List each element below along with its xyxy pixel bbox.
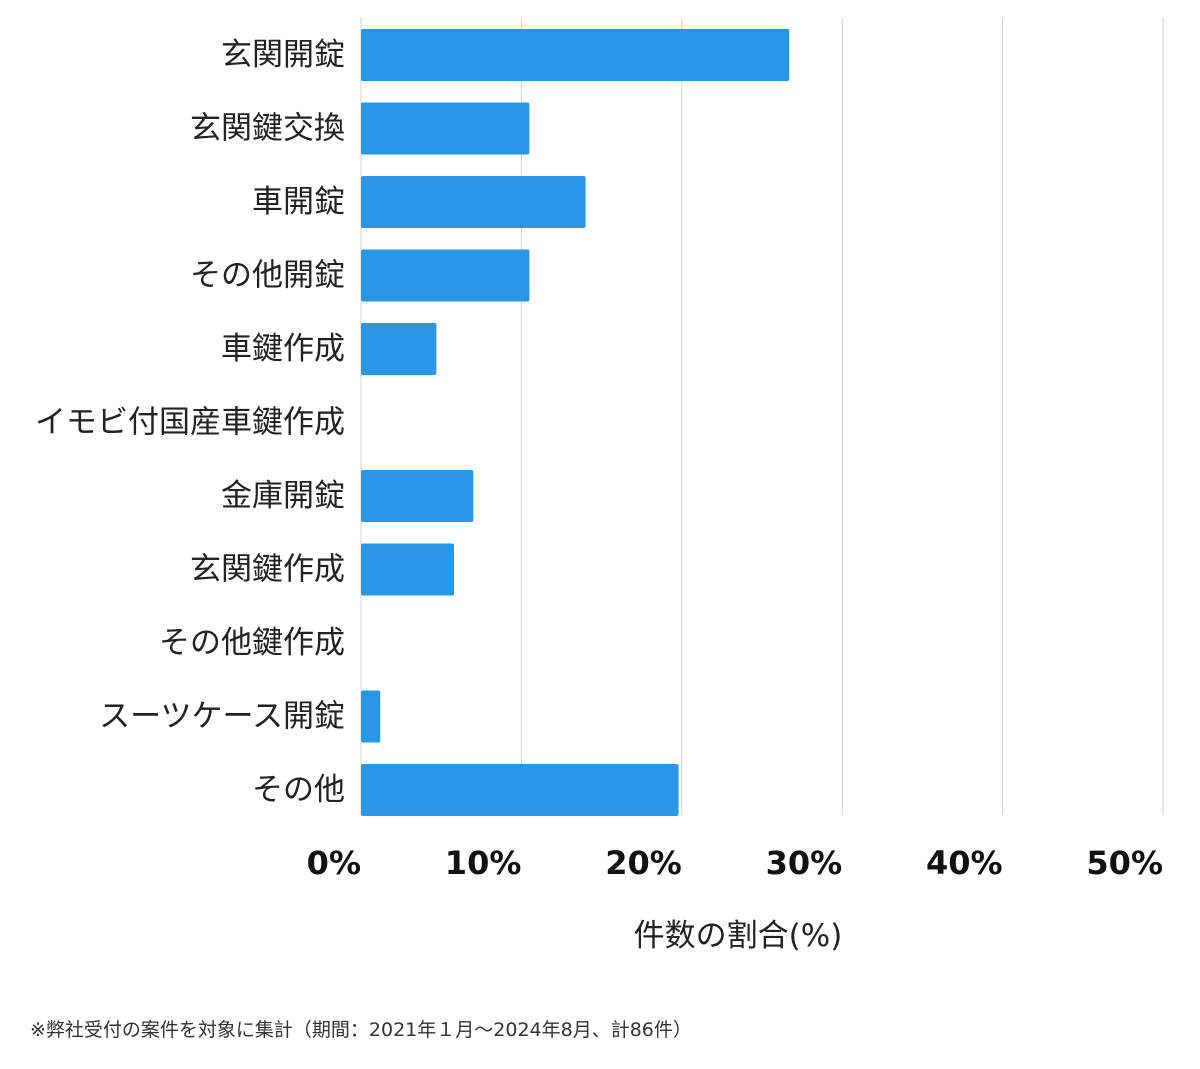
x-tick-label: 20% xyxy=(605,844,682,882)
category-label: 玄関鍵交換 xyxy=(190,111,345,147)
bar xyxy=(361,690,381,743)
x-tick-label: 40% xyxy=(926,844,1003,882)
category-label: その他 xyxy=(252,772,345,808)
bar xyxy=(361,764,679,816)
category-label: イモビ付国産車鍵作成 xyxy=(35,405,345,441)
bars xyxy=(361,29,790,816)
category-label: 車鍵作成 xyxy=(221,331,345,367)
bar xyxy=(361,543,455,596)
category-label: その他開錠 xyxy=(190,258,345,294)
bar xyxy=(361,102,530,155)
category-label: その他鍵作成 xyxy=(159,625,345,661)
x-tick-labels: 0% 10% 20% 30% 40% 50% xyxy=(307,844,1163,882)
category-label: 玄関開錠 xyxy=(221,37,345,73)
x-tick-label: 0% xyxy=(307,844,361,882)
bar xyxy=(361,29,790,81)
x-tick-label: 10% xyxy=(445,844,522,882)
category-label: 車開錠 xyxy=(252,184,345,220)
category-label: 金庫開錠 xyxy=(221,478,345,514)
x-tick-label: 50% xyxy=(1086,844,1163,882)
footnote: ※弊社受付の案件を対象に集計（期間：2021年１月〜2024年8月、計86件） xyxy=(30,1019,692,1041)
bar xyxy=(361,470,474,522)
x-tick-label: 30% xyxy=(766,844,843,882)
bar-chart: 玄関開錠玄関鍵交換車開錠その他開錠車鍵作成イモビ付国産車鍵作成金庫開錠玄関鍵作成… xyxy=(35,18,1164,954)
x-axis-title: 件数の割合(%) xyxy=(634,918,843,954)
category-labels: 玄関開錠玄関鍵交換車開錠その他開錠車鍵作成イモビ付国産車鍵作成金庫開錠玄関鍵作成… xyxy=(35,37,345,808)
bar xyxy=(361,323,437,375)
category-label: スーツケース開錠 xyxy=(99,699,345,735)
bar xyxy=(361,249,530,302)
bar xyxy=(361,176,586,228)
category-label: 玄関鍵作成 xyxy=(190,552,345,588)
